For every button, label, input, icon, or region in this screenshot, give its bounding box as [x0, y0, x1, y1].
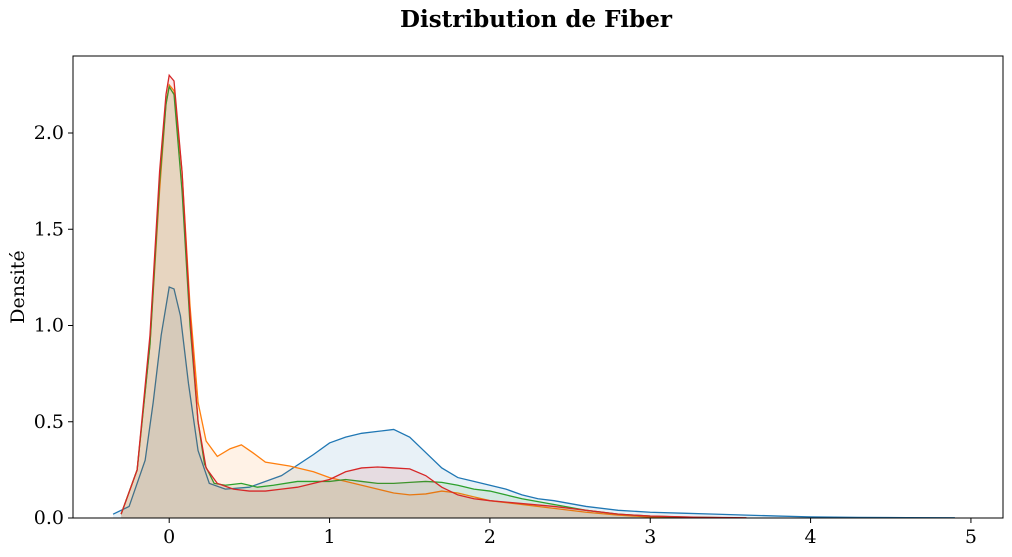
y-tick-label: 1.5	[34, 218, 64, 240]
series-0-line	[112, 286, 955, 519]
y-tick-label: 2.0	[34, 122, 64, 144]
y-tick-label: 1.0	[34, 315, 64, 337]
plot-frame	[72, 55, 1004, 519]
series-layer	[112, 73, 955, 519]
y-tick-label: 0.5	[34, 411, 64, 433]
axes-layer: 0 1 2 3 4 5 0.0 0.5 1.0 1.5 2.0	[34, 55, 1004, 548]
y-axis-label: Densité	[7, 250, 29, 323]
x-tick-label: 5	[965, 526, 977, 548]
series-0-area	[113, 287, 955, 518]
series-2-line	[120, 85, 731, 519]
x-tick-label: 4	[805, 526, 817, 548]
y-tick-label: 0.0	[34, 507, 64, 529]
chart-title: Distribution de Fiber	[400, 6, 673, 33]
x-tick-label: 2	[484, 526, 496, 548]
x-tick-label: 3	[644, 526, 656, 548]
series-2-area	[121, 86, 731, 519]
series-3-line	[120, 73, 747, 519]
x-tick-label: 1	[324, 526, 336, 548]
x-tick-label: 0	[163, 526, 175, 548]
series-3-area	[121, 75, 747, 518]
